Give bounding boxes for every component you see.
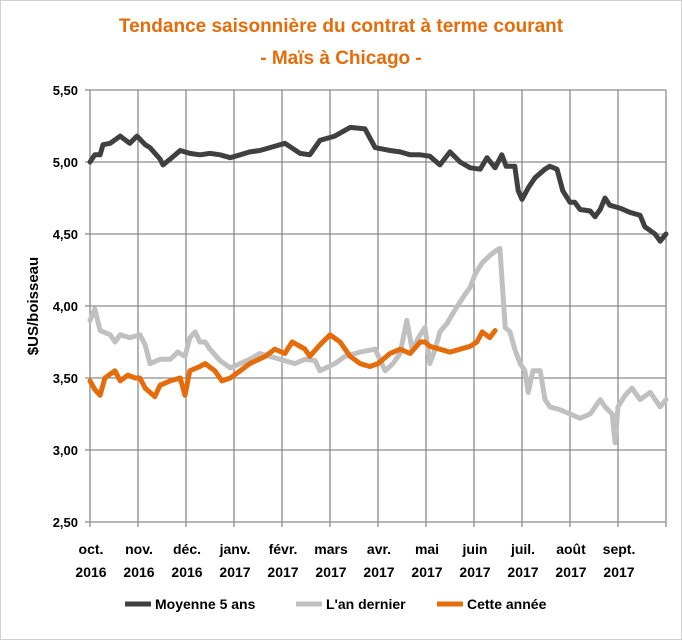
y-axis-label: $US/boisseau — [25, 257, 42, 355]
series-line-0 — [87, 124, 669, 244]
x-tick-year: 2016 — [171, 564, 202, 580]
x-tick-year: 2017 — [315, 564, 346, 580]
y-tick-label: 5,50 — [53, 83, 78, 98]
x-tick-year: 2016 — [123, 564, 154, 580]
x-tick-month: nov. — [125, 541, 153, 557]
y-ticks: 2,50 3,00 3,50 4,00 4,50 5,00 5,50 — [53, 83, 78, 530]
x-tick-month: déc. — [173, 541, 201, 557]
x-tick-year: 2017 — [363, 564, 394, 580]
x-tick-month: oct. — [79, 541, 104, 557]
x-tick-month: avr. — [367, 541, 391, 557]
series-lines — [87, 124, 669, 446]
x-tick-month: juin — [462, 541, 488, 557]
x-tick-month: févr. — [269, 541, 298, 557]
y-tick-label: 4,00 — [53, 299, 78, 314]
y-tick-label: 3,00 — [53, 443, 78, 458]
x-tick-year: 2017 — [411, 564, 442, 580]
x-tick-year: 2016 — [75, 564, 106, 580]
legend-label: L'an dernier — [326, 596, 406, 612]
legend-label: Moyenne 5 ans — [155, 596, 256, 612]
x-tick-month: mai — [415, 541, 439, 557]
chart-subtitle: - Maïs à Chicago - — [260, 48, 422, 69]
gridlines — [85, 89, 667, 527]
x-tick-year: 2017 — [507, 564, 538, 580]
y-tick-label: 2,50 — [53, 515, 78, 530]
x-tick-month: juil. — [510, 541, 535, 557]
series-line-2 — [87, 328, 498, 400]
x-tick-month: mars — [314, 541, 348, 557]
x-tick-month: août — [556, 541, 586, 557]
legend: Moyenne 5 ans L'an dernier Cette année — [125, 596, 547, 612]
x-tick-year: 2017 — [603, 564, 634, 580]
y-tick-label: 4,50 — [53, 227, 78, 242]
chart-title: Tendance saisonnière du contrat à terme … — [119, 16, 564, 37]
x-ticks: oct. 2016 nov. 2016 déc. 2016 janv. 2017 févr. 20… — [75, 541, 635, 580]
series-line-1 — [87, 245, 669, 446]
legend-label: Cette année — [467, 596, 547, 612]
x-tick-year: 2017 — [555, 564, 586, 580]
y-tick-label: 5,00 — [53, 155, 78, 170]
x-tick-month: sept. — [603, 541, 636, 557]
x-tick-month: janv. — [219, 541, 251, 557]
x-tick-year: 2017 — [459, 564, 490, 580]
y-tick-label: 3,50 — [53, 371, 78, 386]
x-tick-year: 2017 — [219, 564, 250, 580]
x-tick-year: 2017 — [267, 564, 298, 580]
